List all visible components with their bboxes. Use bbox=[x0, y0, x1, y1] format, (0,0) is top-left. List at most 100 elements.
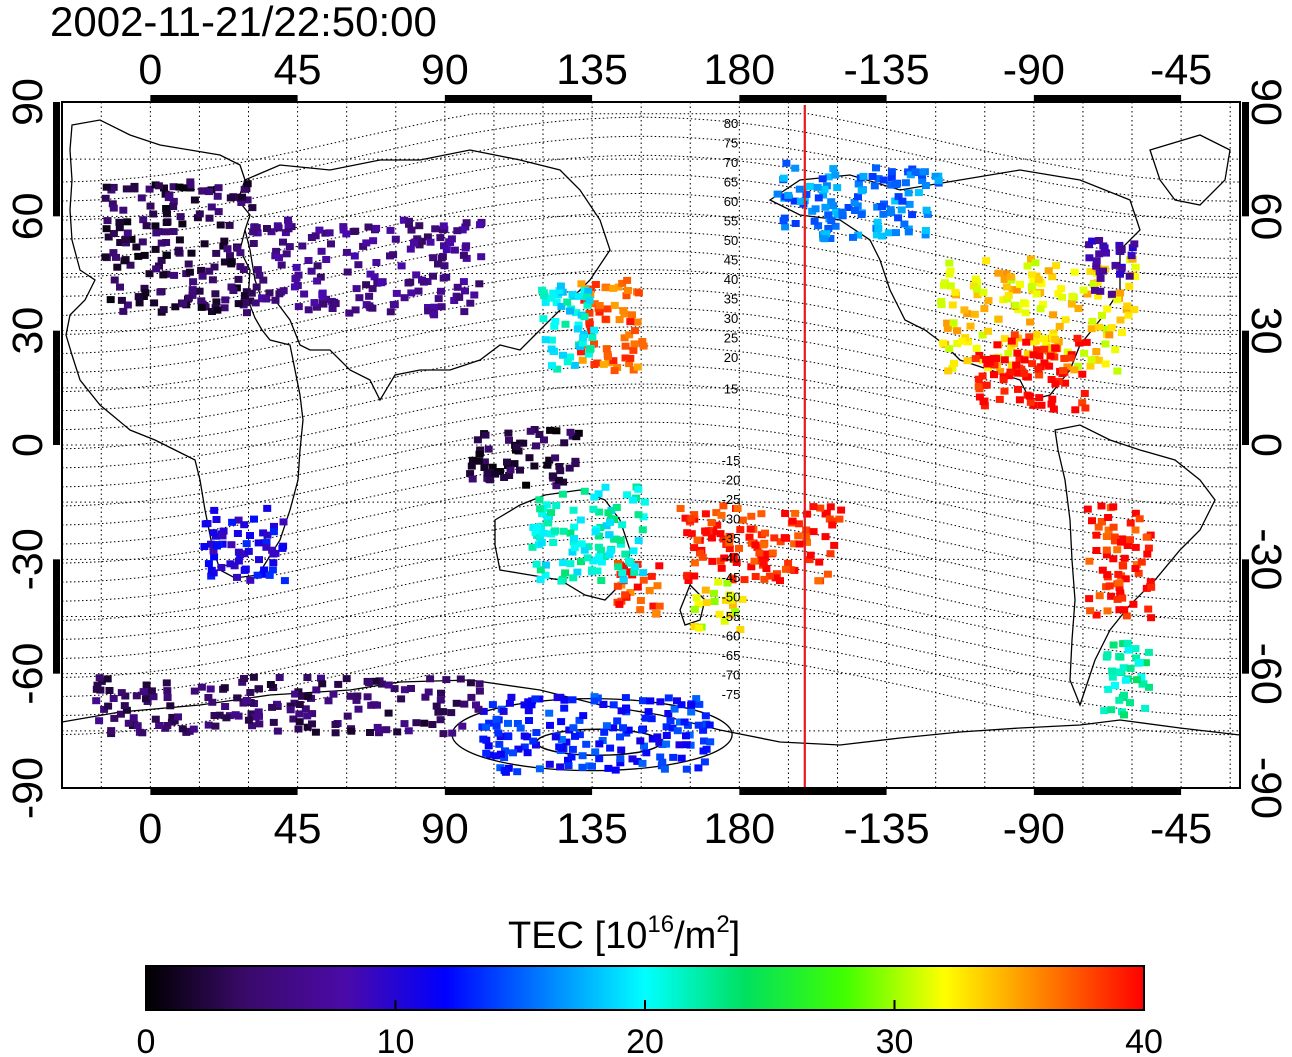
tec-cell bbox=[1131, 565, 1140, 572]
tec-cell bbox=[307, 234, 316, 241]
tec-cell bbox=[462, 242, 471, 250]
tec-cell bbox=[475, 680, 484, 688]
tec-cell bbox=[1092, 531, 1101, 539]
tec-cell bbox=[594, 543, 603, 551]
tec-cell bbox=[253, 571, 262, 579]
tec-cell bbox=[1138, 680, 1147, 688]
tec-cell bbox=[690, 623, 699, 630]
tec-cell bbox=[945, 345, 954, 353]
bottom-longitude-label: 45 bbox=[274, 805, 322, 853]
tec-cell bbox=[295, 701, 304, 708]
tec-cell bbox=[948, 301, 957, 309]
tec-cell bbox=[543, 514, 552, 522]
tec-cell bbox=[516, 724, 525, 732]
tec-cell bbox=[415, 222, 424, 230]
tec-cell bbox=[170, 271, 179, 279]
tec-cell bbox=[370, 273, 379, 281]
tec-cell bbox=[222, 714, 231, 722]
tec-cell bbox=[1146, 578, 1155, 586]
tec-cell bbox=[1049, 405, 1058, 413]
tec-cell bbox=[723, 579, 732, 587]
tec-cell bbox=[342, 675, 351, 683]
geomagnetic-contour bbox=[61, 497, 1240, 583]
tec-cell bbox=[436, 716, 445, 724]
tec-cell bbox=[263, 225, 271, 232]
tec-cell bbox=[1104, 514, 1113, 521]
contour-label: 15 bbox=[724, 382, 738, 397]
tec-cell bbox=[298, 242, 307, 250]
tec-cell bbox=[1124, 311, 1133, 319]
tec-cell bbox=[252, 283, 261, 291]
tec-cell bbox=[281, 229, 290, 237]
tec-cell bbox=[246, 689, 255, 696]
tec-cell bbox=[453, 283, 462, 291]
tec-cell bbox=[458, 226, 467, 234]
geomagnetic-contour bbox=[61, 517, 1240, 602]
tec-cell bbox=[265, 289, 274, 297]
tec-cell bbox=[397, 262, 406, 270]
right-latitude-label: 60 bbox=[1242, 192, 1290, 240]
tec-cell bbox=[639, 342, 648, 350]
tec-cell bbox=[255, 720, 264, 728]
tec-cell bbox=[207, 203, 216, 211]
tec-cell bbox=[275, 290, 284, 298]
tec-cell bbox=[466, 679, 475, 687]
tec-cell bbox=[1046, 352, 1055, 360]
contour-label: -20 bbox=[722, 473, 741, 488]
tec-cell bbox=[694, 764, 703, 772]
dotted-grid bbox=[62, 102, 1240, 788]
tec-cell bbox=[523, 749, 532, 757]
tec-cell bbox=[1032, 290, 1041, 298]
tec-cell bbox=[496, 468, 505, 475]
tec-cell bbox=[701, 586, 710, 594]
tec-cell bbox=[481, 431, 490, 439]
tec-cell bbox=[124, 719, 133, 727]
tec-cell bbox=[963, 357, 972, 365]
tec-cell bbox=[838, 212, 847, 220]
tec-cell bbox=[1033, 346, 1042, 354]
tec-cell bbox=[1124, 646, 1133, 654]
tec-cell bbox=[392, 289, 401, 297]
tec-cell bbox=[286, 702, 295, 710]
tec-cell bbox=[561, 569, 570, 577]
tec-cell bbox=[1126, 664, 1135, 672]
tec-cell bbox=[809, 503, 818, 511]
tec-cell bbox=[236, 249, 245, 257]
tec-cell bbox=[1015, 355, 1024, 363]
tec-cell bbox=[676, 505, 685, 512]
tec-cell bbox=[214, 184, 223, 192]
tec-cell bbox=[152, 229, 161, 237]
tec-cell bbox=[829, 165, 838, 173]
tec-cell bbox=[762, 565, 771, 572]
tec-cell bbox=[273, 222, 282, 230]
tec-cell bbox=[242, 696, 251, 704]
tec-cell bbox=[109, 204, 118, 212]
tec-cell bbox=[492, 722, 501, 730]
tec-cell bbox=[505, 699, 514, 707]
left-latitude-label: 60 bbox=[4, 192, 52, 240]
tec-cell bbox=[532, 560, 541, 568]
tec-cell bbox=[1061, 316, 1070, 324]
tec-cell bbox=[1130, 306, 1139, 313]
tec-cell bbox=[597, 577, 606, 584]
tec-cell bbox=[1070, 366, 1079, 374]
tec-cell bbox=[594, 490, 603, 498]
tec-cell bbox=[255, 712, 263, 720]
contour-label: 45 bbox=[724, 253, 738, 268]
tec-cell bbox=[541, 336, 550, 344]
tec-cell bbox=[565, 726, 574, 734]
top-longitude-label: -90 bbox=[1003, 46, 1065, 94]
tec-cell bbox=[1137, 558, 1146, 566]
tec-cell bbox=[132, 692, 141, 700]
tec-cell bbox=[439, 222, 448, 230]
tec-cell bbox=[197, 683, 206, 691]
tec-cell bbox=[604, 509, 613, 517]
tec-cell bbox=[1113, 367, 1122, 375]
tec-cell bbox=[1026, 398, 1035, 406]
tec-cell bbox=[184, 260, 193, 268]
tec-cell bbox=[1029, 338, 1038, 346]
contour-label: 25 bbox=[724, 331, 738, 346]
tec-cell bbox=[1097, 502, 1106, 510]
tec-cell bbox=[429, 272, 437, 280]
tec-cell bbox=[585, 318, 594, 326]
